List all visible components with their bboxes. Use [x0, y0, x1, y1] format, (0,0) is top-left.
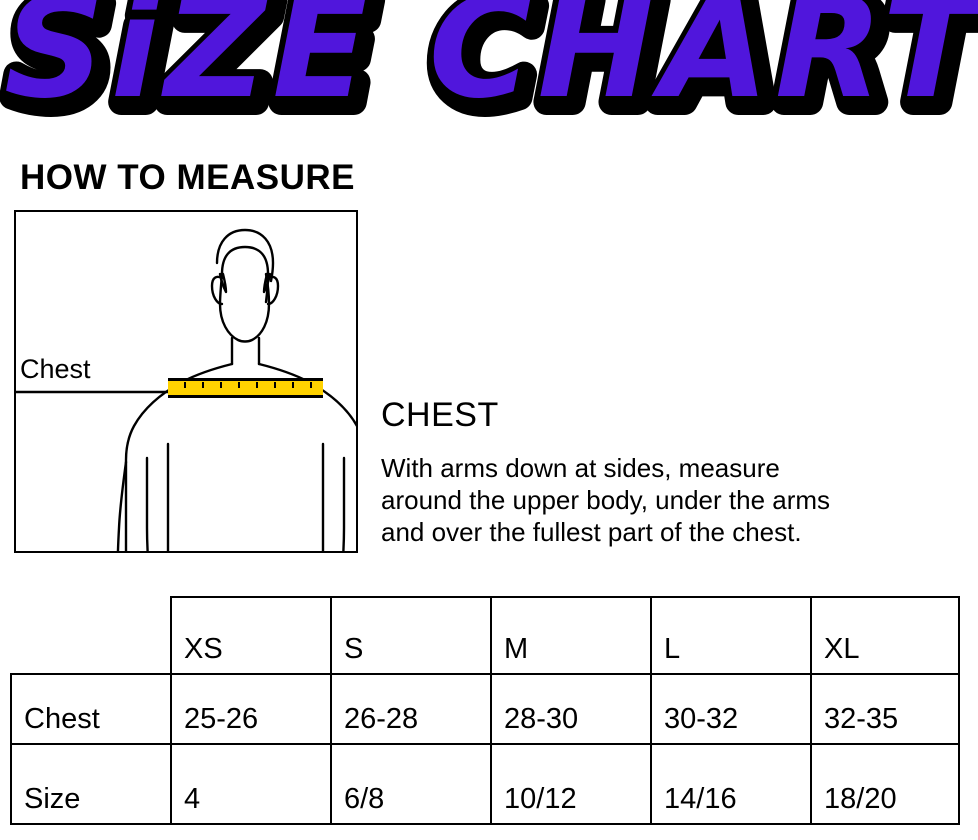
table-row: Size 4 6/8 10/12 14/16 18/20	[10, 743, 960, 825]
size-table-container: XS S M L XL Chest 25-26 26-28 28-30 30-3…	[0, 596, 978, 840]
table-cell-size-m: 10/12	[490, 743, 652, 825]
table-header-cell-xs: XS	[170, 596, 332, 675]
measurement-description-line: With arms down at sides, measure	[381, 453, 780, 483]
table-row-label-size: Size	[10, 743, 172, 825]
tape-measure-icon	[168, 378, 323, 398]
table-header-cell-m: M	[490, 596, 652, 675]
measurement-illustration-box	[14, 210, 358, 553]
table-cell-chest-s: 26-28	[330, 673, 492, 745]
table-row-label-chest: Chest	[10, 673, 172, 745]
measurement-description-line: and over the fullest part of the chest.	[381, 517, 802, 547]
table-cell-chest-xs: 25-26	[170, 673, 332, 745]
table-header-row: XS S M L XL	[11, 596, 960, 675]
page-title: .t-shadow { fill:#000000; } .t-fill { fi…	[0, 0, 978, 144]
male-torso-figure-icon	[16, 228, 356, 551]
size-chart-title-graphic: .t-shadow { fill:#000000; } .t-fill { fi…	[0, 0, 978, 144]
how-to-measure-heading: HOW TO MEASURE	[20, 158, 355, 197]
table-cell-size-s: 6/8	[330, 743, 492, 825]
measurement-description: With arms down at sides, measure around …	[381, 452, 978, 548]
table-header-cell-l: L	[650, 596, 812, 675]
size-table: XS S M L XL Chest 25-26 26-28 28-30 30-3…	[10, 596, 960, 825]
table-cell-size-xl: 18/20	[810, 743, 960, 825]
chest-callout-label: Chest	[20, 354, 91, 384]
table-header-cell-s: S	[330, 596, 492, 675]
table-corner-cell	[11, 597, 171, 674]
svg-text:SiZE CHART: SiZE CHART	[4, 0, 978, 130]
measurement-heading: CHEST	[381, 396, 499, 434]
measurement-description-line: around the upper body, under the arms	[381, 485, 831, 515]
svg-text:SiZE CHART: SiZE CHART	[10, 0, 978, 136]
table-cell-chest-xl: 32-35	[810, 673, 960, 745]
table-cell-size-l: 14/16	[650, 743, 812, 825]
table-cell-size-xs: 4	[170, 743, 332, 825]
table-row: Chest 25-26 26-28 28-30 30-32 32-35	[10, 673, 960, 745]
table-cell-chest-m: 28-30	[490, 673, 652, 745]
table-cell-chest-l: 30-32	[650, 673, 812, 745]
table-header-cell-xl: XL	[810, 596, 960, 675]
